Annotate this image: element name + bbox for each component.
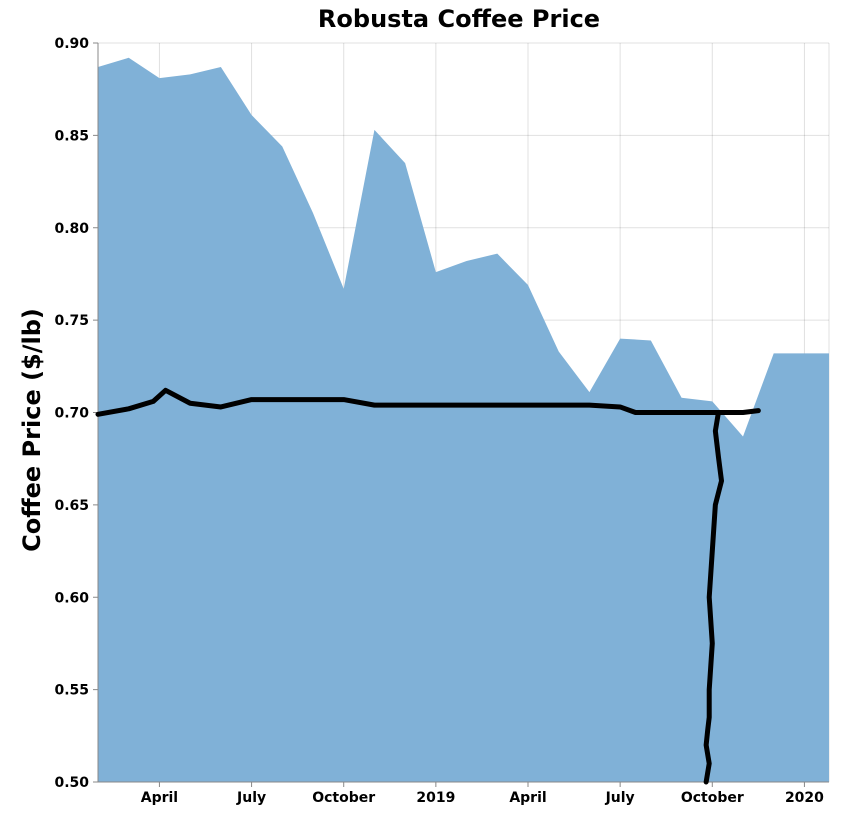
price-area	[98, 57, 829, 782]
x-tick-label-2: October	[312, 790, 375, 806]
x-tick-label-7: 2020	[785, 790, 824, 806]
annotation-horizontal-stroke	[95, 387, 761, 417]
y-tick-label-6: 0.80	[54, 221, 89, 237]
x-tick-label-3: 2019	[416, 790, 455, 806]
y-tick-label-4: 0.70	[54, 406, 89, 422]
x-tick-label-5: July	[605, 790, 635, 806]
annotation-vertical-stroke	[703, 410, 724, 785]
x-tick-label-4: April	[509, 790, 546, 806]
chart-title: Robusta Coffee Price	[318, 5, 600, 33]
y-tick-label-3: 0.65	[54, 498, 89, 514]
x-tick-label-0: April	[141, 790, 178, 806]
y-tick-label-2: 0.60	[54, 590, 89, 606]
axes: 0.50 0.55 0.60 0.65 0.70 0.75 0.80 0.85 0.90 Apri…	[54, 36, 829, 806]
y-tick-label-8: 0.90	[54, 36, 89, 52]
y-tick-label-7: 0.85	[54, 128, 89, 144]
hand-drawn-annotation	[95, 387, 761, 785]
y-tick-label-5: 0.75	[54, 313, 89, 329]
y-axis-label: Coffee Price ($/lb)	[18, 308, 46, 552]
x-tick-label-6: October	[681, 790, 744, 806]
price-area-path	[98, 57, 829, 782]
y-tick-label-1: 0.55	[54, 683, 89, 699]
y-tick-label-0: 0.50	[54, 775, 89, 791]
x-tick-label-1: July	[236, 790, 266, 806]
